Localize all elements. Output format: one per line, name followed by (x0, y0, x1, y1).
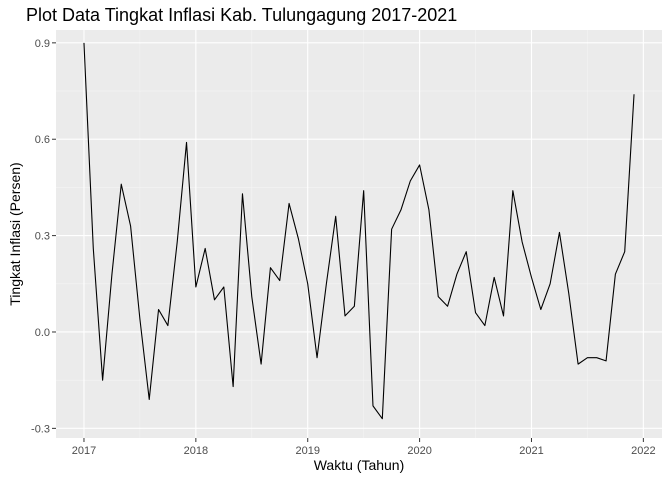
x-tick-label: 2019 (295, 445, 319, 457)
y-tick-label: 0.0 (35, 327, 50, 339)
series-line (83, 42, 635, 420)
y-axis-label: Tingkat Inflasi (Persen) (7, 162, 23, 305)
chart-title: Plot Data Tingkat Inflasi Kab. Tulungagu… (26, 5, 458, 25)
x-tick-label: 2022 (631, 445, 655, 457)
y-tick-label: -0.3 (31, 423, 50, 435)
series-layer (83, 42, 635, 420)
x-tick-label: 2017 (72, 445, 96, 457)
y-axis-ticks: -0.3 0.0 0.3 0.6 0.9 (31, 38, 56, 435)
y-tick-label: 0.9 (35, 38, 50, 50)
x-axis-label: Waktu (Tahun) (314, 457, 405, 473)
minor-gridlines (56, 30, 662, 438)
major-gridlines (56, 30, 662, 438)
x-axis-ticks: 2017 2018 2019 2020 2021 2022 (72, 438, 656, 457)
x-tick-label: 2018 (184, 445, 208, 457)
y-tick-label: 0.6 (35, 134, 50, 146)
x-tick-label: 2020 (407, 445, 431, 457)
x-tick-label: 2021 (519, 445, 543, 457)
plot-panel (56, 30, 662, 438)
y-tick-label: 0.3 (35, 231, 50, 243)
